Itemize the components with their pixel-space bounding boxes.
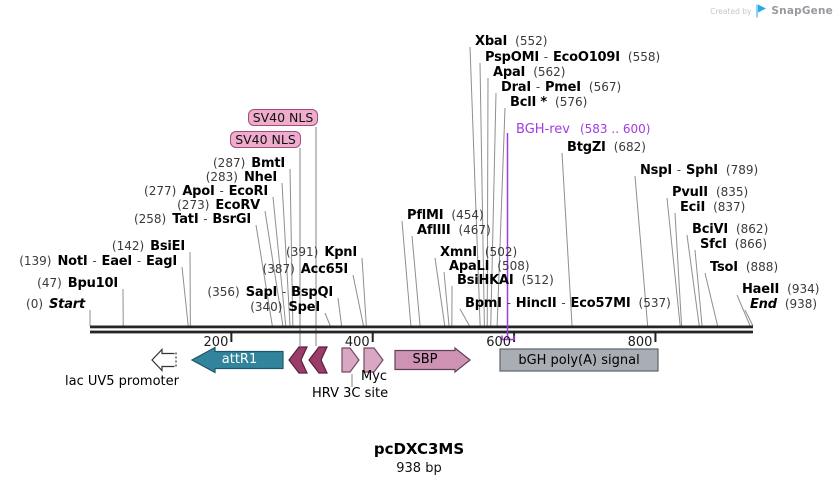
restriction-site-label[interactable]: PvuII (835) xyxy=(672,185,749,200)
feature-sbp[interactable] xyxy=(394,346,471,374)
ruler-tick-label: 800 xyxy=(627,335,653,350)
primer-label-bgh-rev[interactable]: BGH-rev (583 .. 600) xyxy=(516,118,650,137)
restriction-site-label[interactable]: (391) KpnI xyxy=(286,245,357,260)
restriction-site-label[interactable]: (287) BmtI xyxy=(213,156,285,171)
site-connector-line xyxy=(264,210,284,327)
restriction-site-label[interactable]: (387) Acc65I xyxy=(262,262,349,277)
restriction-site-label[interactable]: BclI * (576) xyxy=(510,95,588,110)
site-connector-line xyxy=(744,309,754,327)
site-connector-line xyxy=(411,235,421,327)
site-connector-line xyxy=(289,168,294,327)
sequence-line-top xyxy=(90,325,753,329)
ruler-tick-label: 400 xyxy=(344,335,370,350)
restriction-site-label[interactable]: (340) SpeI xyxy=(250,300,320,315)
feature-attr1[interactable] xyxy=(190,346,284,374)
site-connector-line xyxy=(634,175,649,327)
restriction-site-label[interactable]: (273) EcoRV xyxy=(177,198,260,213)
primer-range: (583 .. 600) xyxy=(579,122,651,136)
feature-sv40-nls-2[interactable] xyxy=(308,346,328,374)
restriction-site-label[interactable]: BciVI (862) xyxy=(692,222,769,237)
ruler-tick-label: 600 xyxy=(486,335,512,350)
plasmid-size: 938 bp xyxy=(396,461,442,476)
restriction-site-label[interactable]: HaeII (934) xyxy=(742,282,820,297)
site-connector-line xyxy=(666,197,681,327)
restriction-site-label[interactable]: (0) Start xyxy=(26,297,85,312)
feature-myc[interactable] xyxy=(363,347,384,373)
restriction-site-label[interactable]: (356) SapI - BspQI xyxy=(207,285,333,300)
site-connector-line xyxy=(694,249,703,327)
feature-lac-uv5-promoter[interactable] xyxy=(151,348,177,372)
restriction-site-label[interactable]: End (938) xyxy=(750,297,818,312)
site-connector-line xyxy=(181,266,189,327)
restriction-site-label[interactable]: NspI - SphI (789) xyxy=(640,163,759,178)
restriction-site-label[interactable]: BtgZI (682) xyxy=(567,140,646,155)
ruler-tick-label: 200 xyxy=(203,335,229,350)
sequence-line-bottom xyxy=(90,330,753,334)
restriction-site-label[interactable]: ApaI (562) xyxy=(493,65,566,80)
site-connector-line xyxy=(272,196,287,327)
site-connector-line xyxy=(324,312,331,327)
restriction-site-label[interactable]: XbaI (552) xyxy=(475,34,548,49)
site-connector-line xyxy=(281,182,291,327)
restriction-site-label[interactable]: BpmI - HincII - Eco57MI (537) xyxy=(465,296,671,311)
restriction-site-label[interactable]: (258) TatI - BsrGI xyxy=(133,212,251,227)
primer-region-bracket[interactable] xyxy=(501,335,515,341)
site-connector-line xyxy=(401,220,412,327)
feature-label-hrv-3c-site: HRV 3C site xyxy=(312,386,389,401)
restriction-site-label[interactable]: DraI - PmeI (567) xyxy=(501,80,622,95)
feature-label-box-sv40-nls-lower[interactable]: SV40 NLS xyxy=(230,131,301,148)
site-connector-line xyxy=(352,274,365,327)
site-connector-line xyxy=(337,297,343,327)
restriction-site-label[interactable]: XmnI (502) xyxy=(440,245,518,260)
site-connector-line xyxy=(479,62,485,327)
restriction-site-label[interactable]: PspOMI - EcoO109I (558) xyxy=(485,50,661,65)
site-connector-line xyxy=(686,234,700,327)
restriction-site-label[interactable]: (283) NheI xyxy=(205,170,277,185)
site-connector-line xyxy=(469,46,481,327)
snapgene-logo-icon xyxy=(756,4,767,18)
feature-label-lac-uv5-promoter: lac UV5 promoter xyxy=(65,374,179,389)
watermark-created-by: Created by xyxy=(710,6,752,16)
restriction-site-label[interactable]: SfcI (866) xyxy=(700,237,768,252)
site-connector-line xyxy=(496,107,506,327)
primer-name: BGH-rev xyxy=(516,122,570,137)
feature-hrv-3c-site[interactable] xyxy=(341,347,360,373)
restriction-site-label[interactable]: BsiHKAI (512) xyxy=(457,273,554,288)
feature-label-bgh-polya: bGH poly(A) signal xyxy=(518,353,640,368)
site-connector-line xyxy=(486,77,489,327)
restriction-site-label[interactable]: TsoI (888) xyxy=(710,260,779,275)
title-block: pcDXC3MS 938 bp xyxy=(0,440,838,476)
feature-label-attr1: attR1 xyxy=(221,352,258,367)
site-connector-line xyxy=(490,92,497,327)
site-connector-line xyxy=(704,272,719,327)
restriction-site-label[interactable]: PflMI (454) xyxy=(407,208,484,223)
restriction-site-label[interactable]: EciI (837) xyxy=(680,200,746,215)
site-connector-line xyxy=(361,257,367,327)
site-connector-line xyxy=(561,152,573,327)
feature-bgh-polya[interactable] xyxy=(499,348,659,372)
feature-label-sbp: SBP xyxy=(412,352,438,367)
feature-label-myc: Myc xyxy=(361,369,388,384)
watermark-brand: SnapGene xyxy=(771,5,833,17)
restriction-site-label[interactable]: ApaLI (508) xyxy=(449,259,530,274)
feature-label-box-sv40-nls-upper[interactable]: SV40 NLS xyxy=(248,109,318,126)
feature-sv40-nls-1[interactable] xyxy=(288,346,308,374)
restriction-site-label[interactable]: (142) BsiEI xyxy=(111,239,185,254)
restriction-site-label[interactable]: AflIII (467) xyxy=(417,223,491,238)
site-connector-line xyxy=(736,294,751,327)
site-connector-line xyxy=(443,271,450,327)
restriction-site-label[interactable]: (277) ApoI - EcoRI xyxy=(144,184,268,199)
site-connector-line xyxy=(434,257,446,327)
site-connector-line xyxy=(459,308,470,327)
restriction-site-label[interactable]: (139) NotI - EaeI - EagI xyxy=(19,254,177,269)
plasmid-name: pcDXC3MS xyxy=(373,440,465,458)
watermark: Created by SnapGene xyxy=(710,4,833,18)
restriction-site-label[interactable]: (47) Bpu10I xyxy=(37,276,118,291)
site-connector-line xyxy=(255,224,273,327)
site-connector-line xyxy=(674,212,683,327)
